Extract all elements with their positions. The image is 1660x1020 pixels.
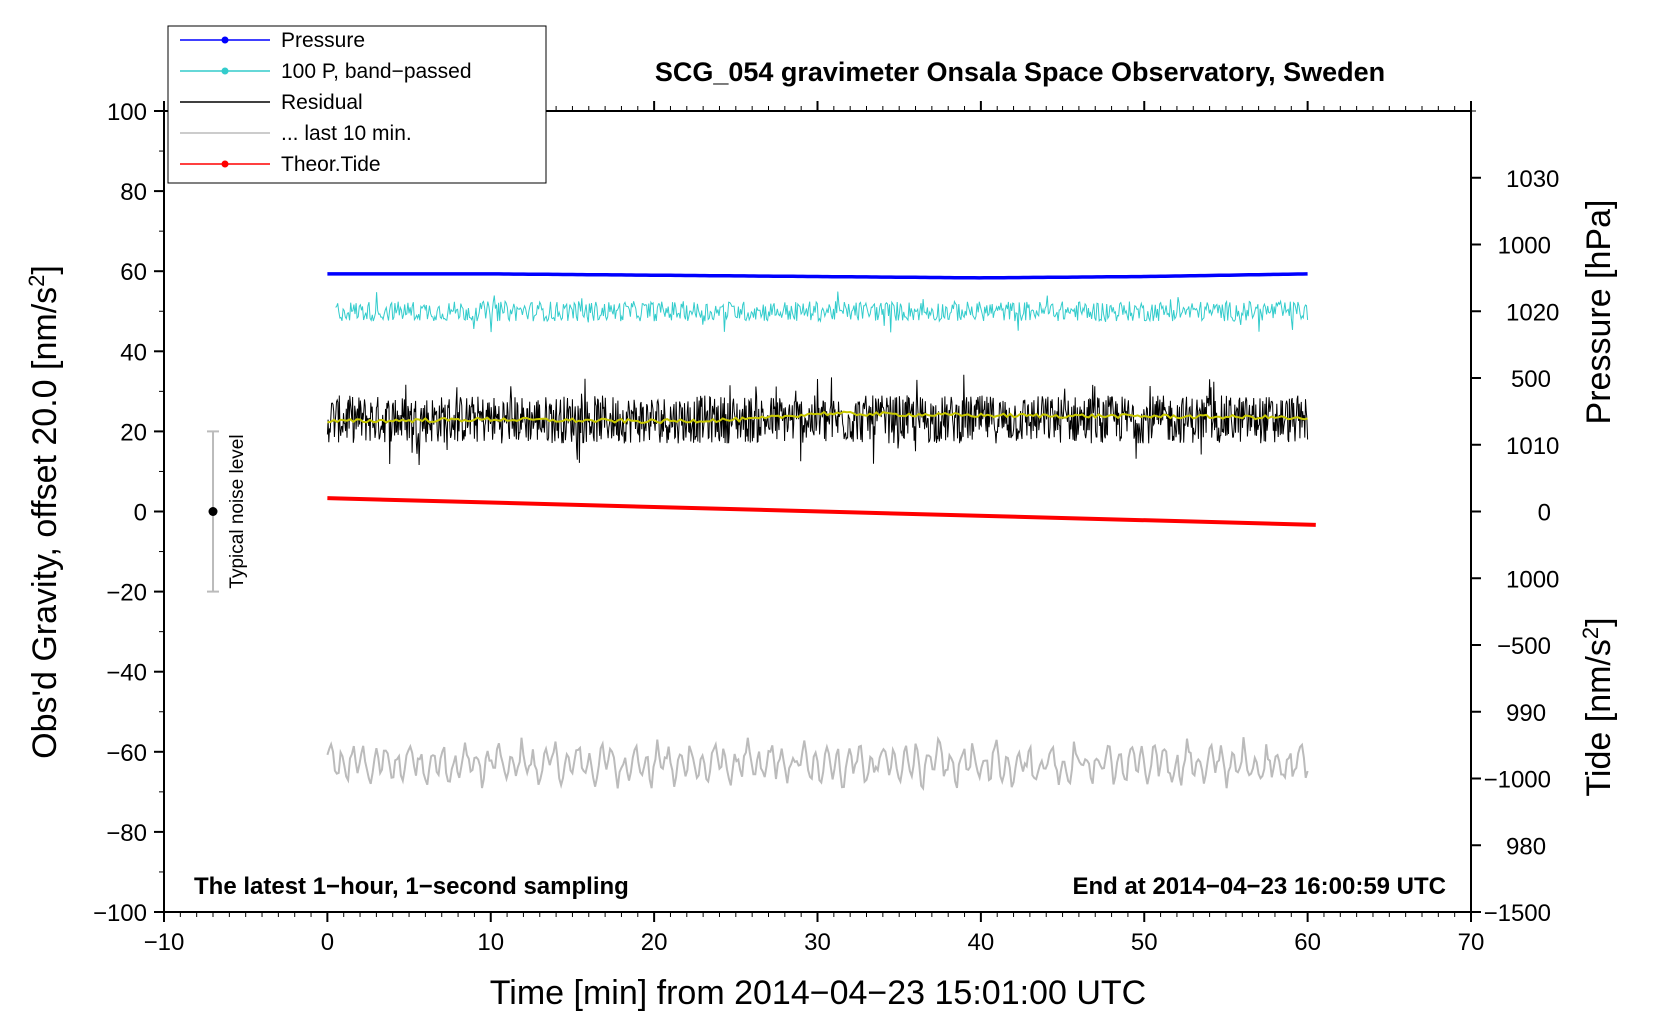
- data-series: [326, 272, 1316, 792]
- tide-tick-label: −1000: [1484, 767, 1551, 794]
- y-axis-title-pressure: Pressure [hPa]: [1580, 200, 1618, 425]
- pressure-tick-label: 990: [1506, 700, 1546, 727]
- x-tick-label: 0: [321, 929, 334, 956]
- y-tick-label: 40: [120, 339, 147, 366]
- x-tick-label: 10: [477, 929, 504, 956]
- tide-tick-label: −500: [1497, 633, 1551, 660]
- y-tick-label: −60: [106, 740, 147, 767]
- axis-ticks: −10 0 10 20 30 40 50 60 70100806040200−20−40−60−…: [93, 99, 1559, 956]
- x-tick-label: 40: [968, 929, 995, 956]
- series-theor-tide: [327, 496, 1316, 527]
- pressure-tick-label: 1000: [1506, 566, 1559, 593]
- noise-bar-center-dot: [208, 507, 218, 516]
- series-pressure: [327, 272, 1308, 280]
- legend-marker: [221, 36, 229, 44]
- series-residual: [326, 374, 1309, 466]
- legend-label: ... last 10 min.: [281, 122, 412, 145]
- pressure-tick-label: 980: [1506, 833, 1546, 860]
- y-tick-label: 60: [120, 259, 147, 286]
- y-tick-label: 0: [134, 500, 147, 527]
- x-tick-label: 50: [1131, 929, 1158, 956]
- x-tick-label: 70: [1458, 929, 1485, 956]
- y-tick-label: −80: [106, 820, 147, 847]
- y-tick-label: 20: [120, 419, 147, 446]
- y-tick-label: −20: [106, 580, 147, 607]
- y-axis-title-left: Obs'd Gravity, offset 20.0 [nm/s2]: [24, 265, 64, 759]
- pressure-tick-label: 1020: [1506, 299, 1559, 326]
- series-band-passed-pressure: [335, 291, 1309, 333]
- legend-entries: Pressure 100 P, band−passed Residual ... la…: [180, 29, 472, 176]
- legend-box: [167, 25, 547, 184]
- y-tick-label: −40: [106, 660, 147, 687]
- tide-tick-label: 500: [1511, 366, 1551, 393]
- x-tick-label: 60: [1294, 929, 1321, 956]
- y-tick-label: −100: [93, 900, 147, 927]
- legend-label: 100 P, band−passed: [281, 60, 472, 83]
- legend-marker: [221, 67, 229, 75]
- annotation-bottom-right: End at 2014−04−23 16:00:59 UTC: [1072, 873, 1446, 900]
- series-residual-smoothed: [327, 410, 1308, 425]
- legend-label: Residual: [281, 91, 363, 114]
- tide-tick-label: −1500: [1484, 900, 1551, 927]
- legend: Pressure 100 P, band−passed Residual ... la…: [167, 25, 547, 184]
- x-tick-label: 30: [804, 929, 831, 956]
- pressure-tick-label: 1010: [1506, 433, 1559, 460]
- series-last-10-min: [326, 735, 1309, 792]
- legend-marker: [221, 160, 229, 168]
- x-axis-title: Time [min] from 2014−04−23 15:01:00 UTC: [490, 974, 1146, 1012]
- annotation-bottom-left: The latest 1−hour, 1−second sampling: [194, 873, 629, 900]
- noise-bar-label: Typical noise level: [227, 434, 248, 588]
- tide-tick-label: 1000: [1498, 233, 1551, 260]
- x-tick-label: 20: [641, 929, 668, 956]
- pressure-tick-label: 1030: [1506, 166, 1559, 193]
- y-axis-title-tide: Tide [nm/s2]: [1578, 617, 1618, 796]
- legend-label: Theor.Tide: [281, 153, 381, 176]
- noise-bar: Typical noise level: [207, 430, 248, 593]
- chart-title: SCG_054 gravimeter Onsala Space Observat…: [655, 57, 1385, 87]
- y-tick-label: 80: [120, 179, 147, 206]
- x-tick-label: −10: [144, 929, 185, 956]
- legend-label: Pressure: [281, 29, 365, 52]
- tide-tick-label: 0: [1538, 500, 1551, 527]
- y-tick-label: 100: [107, 99, 147, 126]
